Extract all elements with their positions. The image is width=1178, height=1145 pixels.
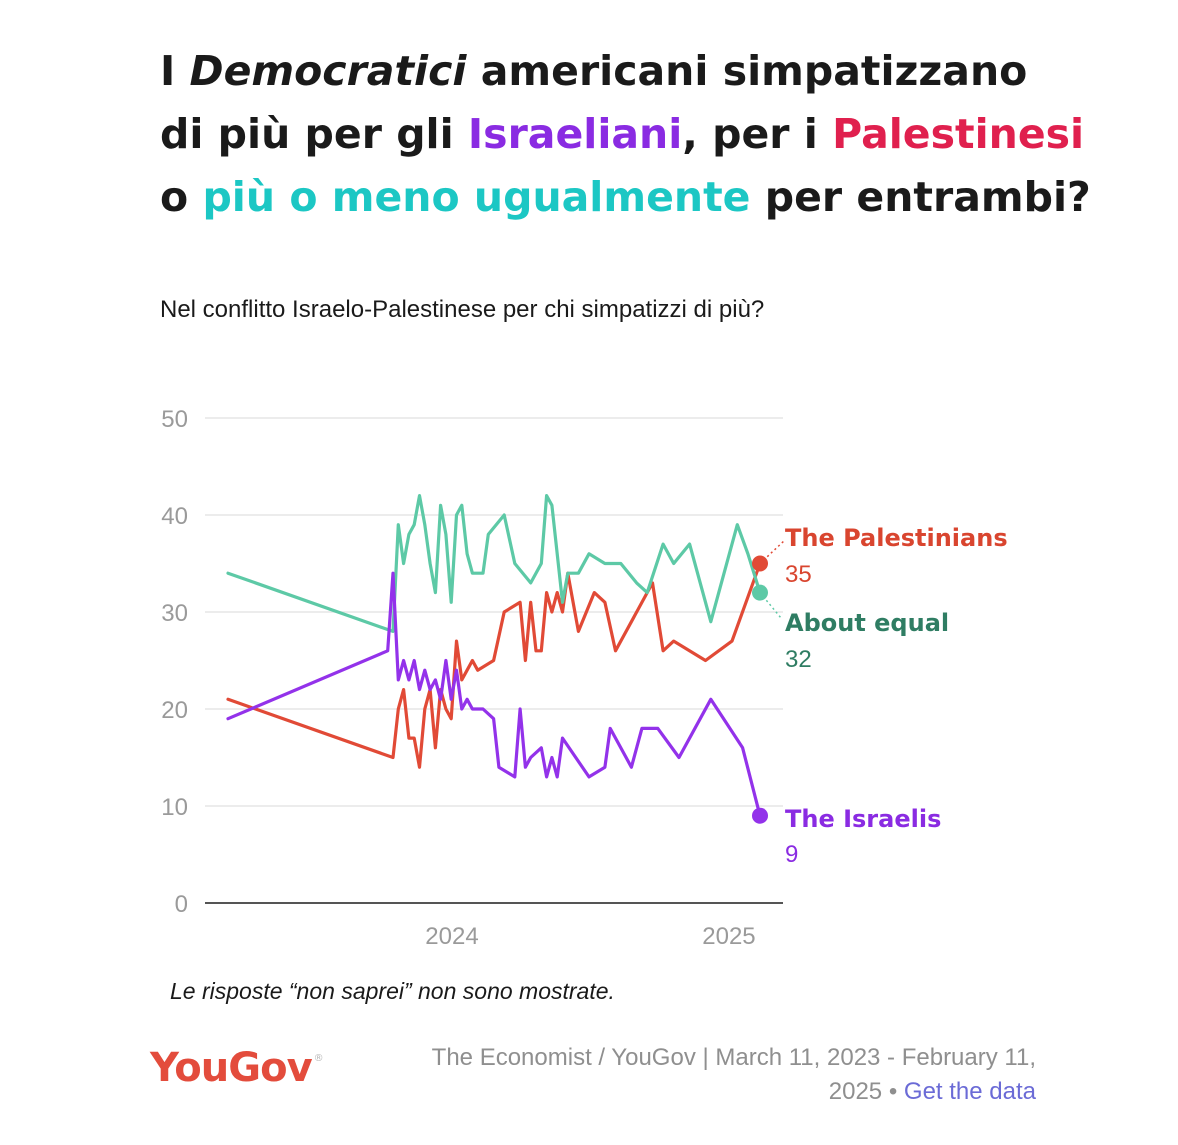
series-line-about-equal — [226, 494, 762, 634]
series-value-the-palestinians: 35 — [785, 561, 812, 588]
series-label-about-equal: About equal — [785, 609, 949, 637]
headline-line-3: o più o meno ugualmente per entrambi? — [160, 166, 1160, 229]
headline-text: I — [160, 47, 190, 95]
y-tick-label: 30 — [161, 600, 188, 627]
source-line-1: The Economist / YouGov | March 11, 2023 … — [431, 1044, 1036, 1071]
source-attribution: The Economist / YouGov | March 11, 2023 … — [346, 1041, 1036, 1109]
registered-mark-icon: ® — [313, 1053, 324, 1064]
series-line-the-palestinians — [226, 561, 762, 769]
headline-text: per entrambi? — [750, 173, 1091, 221]
y-tick-label: 10 — [161, 794, 188, 821]
headline-text: , per i — [682, 110, 833, 158]
series-label-the-israelis: The Israelis — [785, 805, 941, 833]
footnote: Le risposte “non saprei” non sono mostra… — [170, 978, 615, 1004]
y-tick-label: 40 — [161, 503, 188, 530]
yougov-logo: YouGov ® — [150, 1045, 324, 1091]
end-point-about-equal — [752, 584, 768, 601]
x-tick-label: 2025 — [702, 923, 755, 950]
series-label-the-palestinians: The Palestinians — [785, 524, 1008, 552]
end-point-the-palestinians — [752, 555, 768, 572]
y-tick-label: 50 — [161, 406, 188, 433]
headline-about-equal: più o meno ugualmente — [202, 173, 751, 221]
y-tick-label: 20 — [161, 697, 188, 724]
headline-palestinians: Palestinesi — [832, 110, 1085, 158]
source-line-2: 2025 • — [828, 1078, 904, 1105]
x-tick-label: 2024 — [425, 923, 478, 950]
series-line-the-israelis — [226, 571, 762, 818]
series-value-the-israelis: 9 — [785, 841, 798, 868]
y-tick-label: 0 — [175, 891, 188, 918]
headline-israelis: Israeliani — [467, 110, 683, 158]
end-point-the-israelis — [752, 807, 768, 824]
series-value-about-equal: 32 — [785, 646, 812, 673]
chart-question: Nel conflitto Israelo-Palestinese per ch… — [160, 296, 765, 323]
headline-text: o — [160, 173, 203, 221]
headline-text: di più per gli — [160, 110, 468, 158]
headline-line-2: di più per gli Israeliani, per i Palesti… — [160, 103, 1160, 166]
headline-line-1: I Democratici americani simpatizzano — [160, 40, 1160, 103]
get-the-data-link[interactable]: Get the data — [903, 1078, 1036, 1105]
headline-text: americani simpatizzano — [466, 47, 1028, 95]
headline-democrats: Democratici — [189, 47, 467, 95]
headline: I Democratici americani simpatizzano di … — [160, 40, 1160, 229]
logo-text: YouGov — [150, 1045, 313, 1091]
